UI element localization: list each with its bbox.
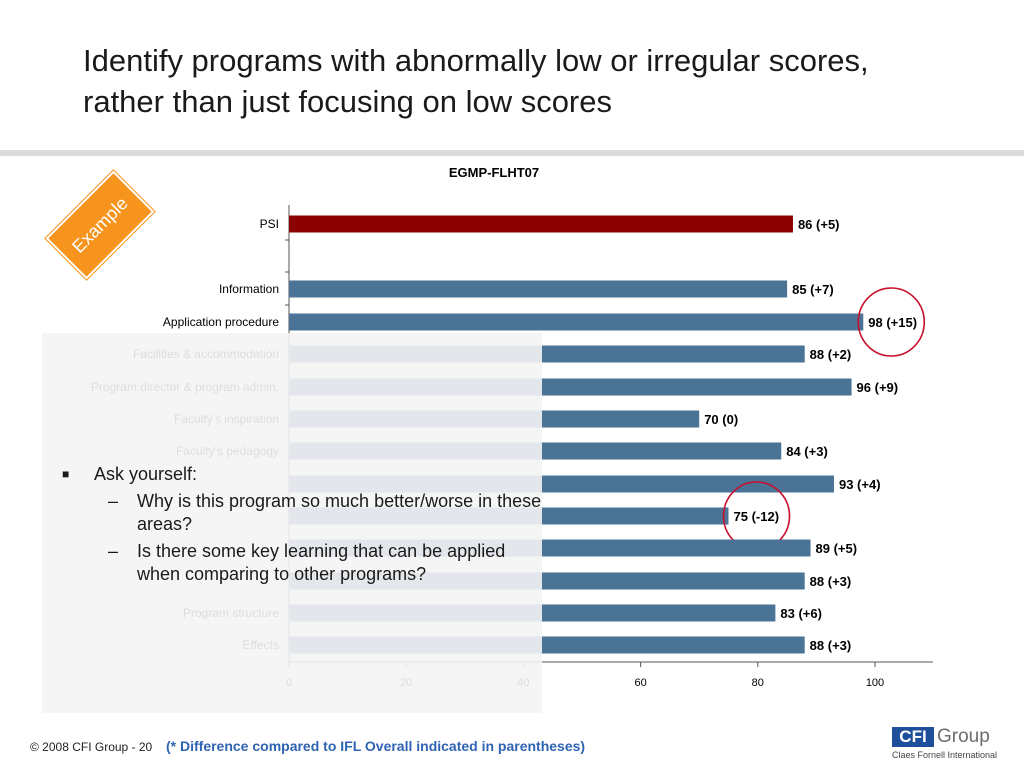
category-label: Application procedure <box>163 315 279 329</box>
footer-note: (* Difference compared to IFL Overall in… <box>166 738 586 754</box>
highlight-circle <box>857 287 926 357</box>
logo-word: Group <box>937 726 990 747</box>
x-tick-label: 100 <box>866 677 884 689</box>
cfi-group-logo: CFI Group Claes Fornell International <box>892 726 1012 765</box>
bullet-ask-yourself: ■ Ask yourself: <box>62 462 552 486</box>
value-label: 84 (+3) <box>786 444 828 459</box>
value-label: 75 (-12) <box>734 509 780 524</box>
sub-bullet-1: – Why is this program so much better/wor… <box>62 490 552 536</box>
slide-title: Identify programs with abnormally low or… <box>83 40 983 122</box>
sub-bullet-text: Why is this program so much better/worse… <box>137 491 542 534</box>
callout-panel <box>42 333 542 713</box>
value-label: 86 (+5) <box>798 217 840 232</box>
x-tick-label: 60 <box>634 677 646 689</box>
bar <box>289 215 793 233</box>
sub-bullet-2: – Is there some key learning that can be… <box>62 540 552 586</box>
bullet-text: Ask yourself: <box>94 464 198 484</box>
dash-icon: – <box>108 541 119 561</box>
sub-bullet-text: Is there some key learning that can be a… <box>137 541 506 584</box>
dash-icon: – <box>108 491 119 511</box>
value-label: 85 (+7) <box>792 282 834 297</box>
slide-title-line1: Identify programs with abnormally low or… <box>83 43 869 78</box>
x-tick-label: 80 <box>752 677 764 689</box>
value-label: 96 (+9) <box>857 380 899 395</box>
category-label: Information <box>219 282 279 296</box>
square-bullet-icon: ■ <box>62 467 70 481</box>
bar <box>289 313 864 331</box>
value-label: 70 (0) <box>704 412 738 427</box>
value-label: 88 (+3) <box>810 638 852 653</box>
title-divider <box>0 150 1024 156</box>
value-label: 88 (+3) <box>810 574 852 589</box>
bar <box>289 280 788 298</box>
logo-box: CFI <box>892 727 934 747</box>
value-label: 88 (+2) <box>810 347 852 362</box>
bullet-list: ■ Ask yourself: – Why is this program so… <box>62 462 552 586</box>
slide-title-line2: rather than just focusing on low scores <box>83 84 612 119</box>
category-label: PSI <box>260 217 279 231</box>
value-label: 89 (+5) <box>816 541 858 556</box>
chart-title: EGMP-FLHT07 <box>448 165 540 180</box>
footer-copyright: © 2008 CFI Group - 20 <box>30 740 153 754</box>
value-label: 83 (+6) <box>780 606 822 621</box>
logo-subtitle: Claes Fornell International <box>892 750 998 760</box>
value-label: 98 (+15) <box>868 315 917 330</box>
value-label: 93 (+4) <box>839 477 881 492</box>
